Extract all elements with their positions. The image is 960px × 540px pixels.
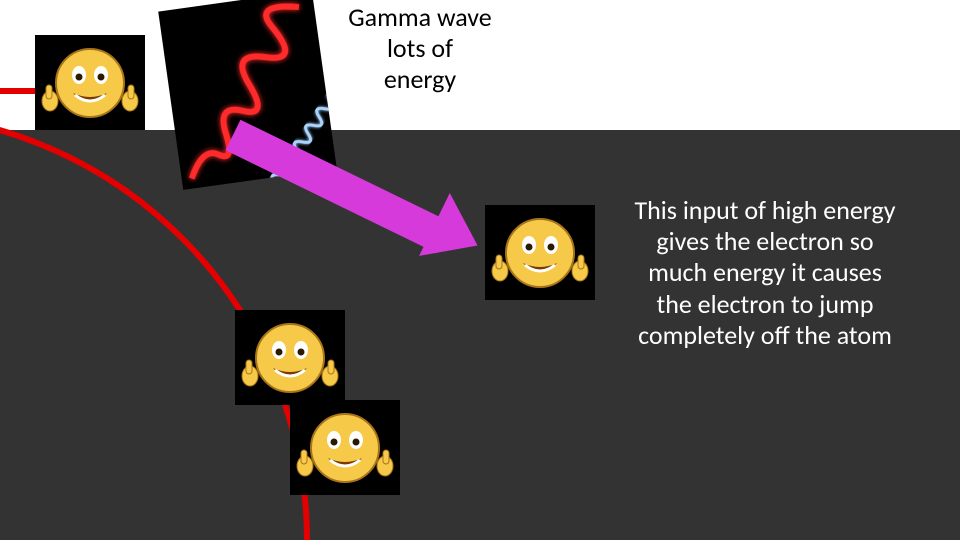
- explain-line-4: the electron to jump: [657, 288, 874, 320]
- slide-canvas: Gamma wave lots of energy This input of …: [0, 0, 960, 540]
- explain-line-3: much energy it causes: [648, 256, 882, 288]
- explain-line-5: completely off the atom: [638, 319, 892, 351]
- smiley-top-left: [35, 35, 145, 130]
- smiley-right: [485, 205, 595, 300]
- explain-line-1: This input of high energy: [634, 194, 895, 226]
- gamma-line-2: lots of: [387, 32, 453, 64]
- smiley-icon: [235, 310, 345, 405]
- gamma-line-1: Gamma wave: [348, 1, 491, 33]
- gamma-label: Gamma wave lots of energy: [320, 2, 520, 96]
- smiley-bottom: [290, 400, 400, 495]
- red-orbit-line-left: [0, 88, 40, 94]
- smiley-mid: [235, 310, 345, 405]
- explain-label: This input of high energy gives the elec…: [600, 195, 930, 351]
- smiley-icon: [485, 205, 595, 300]
- smiley-icon: [290, 400, 400, 495]
- smiley-icon: [35, 35, 145, 130]
- gamma-line-3: energy: [384, 63, 456, 95]
- explain-line-2: gives the electron so: [656, 225, 873, 257]
